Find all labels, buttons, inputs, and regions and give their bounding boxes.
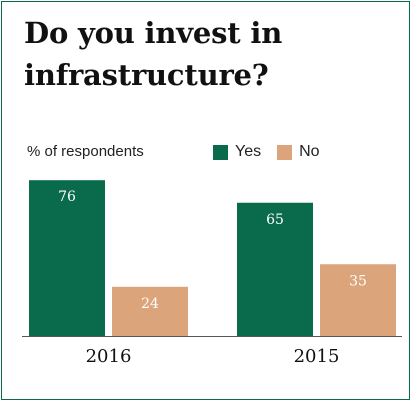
data-label-yes-2016: 76 [58, 189, 76, 205]
chart-subtitle: % of respondents [27, 143, 144, 160]
legend-item-yes: Yes [213, 143, 261, 161]
legend: Yes No [213, 143, 336, 161]
legend-label-no: No [299, 143, 320, 160]
bar-yes-2015 [237, 202, 313, 336]
data-label-no-2015: 35 [349, 273, 367, 289]
category-label-2015: 2015 [294, 346, 340, 367]
legend-item-no: No [277, 143, 320, 161]
legend-swatch-yes [213, 144, 228, 160]
chart-title: Do you invest in infrastructure? [24, 16, 283, 92]
data-label-yes-2015: 65 [266, 212, 284, 228]
category-label-2016: 2016 [86, 346, 132, 367]
legend-label-yes: Yes [235, 143, 262, 160]
bar-yes-2016 [29, 180, 105, 336]
bar-no-2016 [112, 286, 188, 336]
legend-swatch-no [277, 144, 293, 160]
bar-no-2015 [320, 264, 396, 336]
data-label-no-2016: 24 [141, 296, 159, 312]
